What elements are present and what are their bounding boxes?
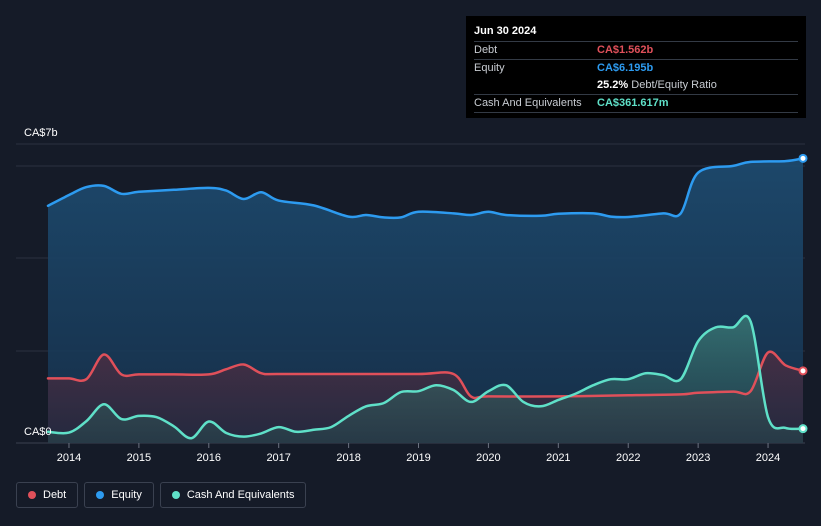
data-tooltip: Jun 30 2024 Debt CA$1.562b Equity CA$6.1… — [466, 16, 806, 118]
tooltip-date: Jun 30 2024 — [474, 25, 537, 37]
equity-line — [46, 157, 805, 220]
tooltip-ratio-row: 25.2% Debt/Equity Ratio — [474, 77, 798, 94]
series-lines — [46, 157, 805, 440]
equity-end-marker — [798, 153, 808, 163]
cash-and-equivalents-end-marker — [798, 424, 808, 434]
series-end-markers — [798, 153, 808, 434]
x-tick-label-2023: 2023 — [686, 452, 710, 464]
cash-dot-icon — [171, 491, 180, 499]
tooltip-equity-value: CA$6.195b — [597, 62, 654, 74]
x-tick-label-2024: 2024 — [756, 452, 780, 464]
legend-item-cash[interactable]: Cash And Equivalents — [159, 482, 307, 508]
x-tick-label-2021: 2021 — [546, 452, 570, 464]
tooltip-debt-value: CA$1.562b — [597, 44, 654, 56]
tooltip-equity-label: Equity — [474, 62, 505, 74]
y-axis-bottom-label: CA$0 — [24, 426, 52, 438]
x-axis-ticks: 2014 2015 2016 2017 2018 2019 2020 2021 2022 2023… — [57, 443, 780, 464]
legend-item-equity[interactable]: Equity — [84, 482, 154, 508]
x-tick-label-2015: 2015 — [127, 452, 151, 464]
tooltip-equity-row: Equity CA$6.195b — [474, 59, 798, 77]
debt-end-marker — [798, 366, 808, 376]
x-tick-label-2019: 2019 — [406, 452, 430, 464]
equity-dot-icon — [96, 491, 105, 499]
x-tick-label-2016: 2016 — [197, 452, 221, 464]
legend-cash-label: Cash And Equivalents — [186, 489, 295, 501]
x-tick-label-2018: 2018 — [336, 452, 360, 464]
tooltip-cash-row: Cash And Equivalents CA$361.617m — [474, 94, 798, 113]
cash-and-equivalents-area — [48, 315, 803, 443]
tooltip-cash-value: CA$361.617m — [597, 97, 669, 109]
debt-dot-icon — [28, 491, 36, 499]
legend-item-debt[interactable]: Debt — [16, 482, 79, 508]
x-tick-label-2017: 2017 — [266, 452, 290, 464]
chart-legend: Debt Equity Cash And Equivalents — [16, 482, 307, 508]
tooltip-cash-label: Cash And Equivalents — [474, 97, 582, 109]
legend-debt-label: Debt — [43, 489, 67, 501]
tooltip-debt-label: Debt — [474, 44, 498, 56]
x-tick-label-2014: 2014 — [57, 452, 81, 464]
x-tick-label-2022: 2022 — [616, 452, 640, 464]
legend-equity-label: Equity — [111, 489, 142, 501]
series-areas — [48, 158, 803, 443]
x-tick-label-2020: 2020 — [476, 452, 500, 464]
y-axis-top-label: CA$7b — [24, 127, 58, 139]
debt-line — [46, 350, 805, 400]
cash-and-equivalents-line — [46, 314, 805, 440]
tooltip-debt-row: Debt CA$1.562b — [474, 41, 798, 59]
tooltip-ratio-value: 25.2% — [597, 79, 629, 91]
tooltip-ratio-label: Debt/Equity Ratio — [631, 79, 717, 91]
